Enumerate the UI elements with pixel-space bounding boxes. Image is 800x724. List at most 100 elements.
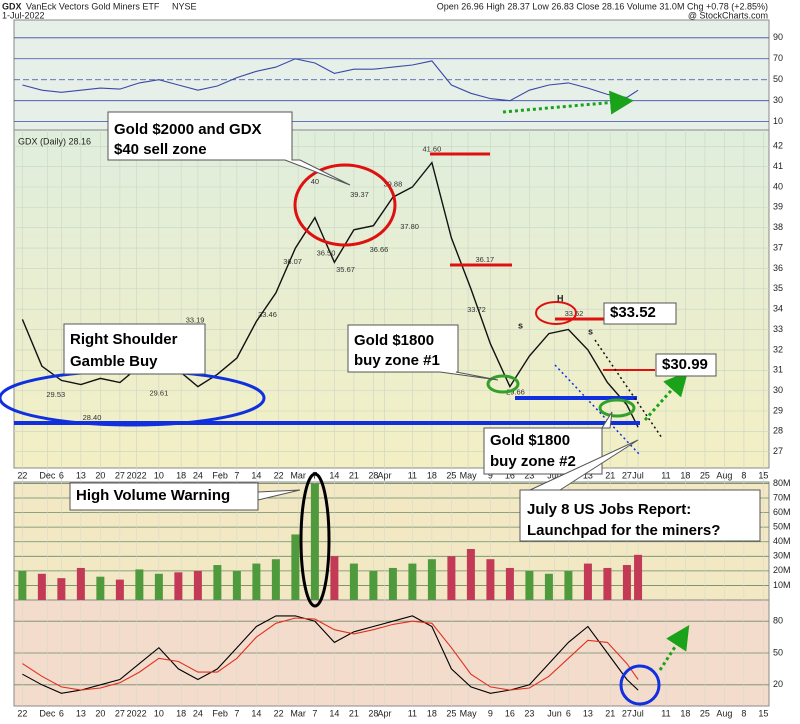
- price-label: 29.66: [506, 388, 525, 397]
- x-tick-label: 25: [446, 708, 456, 718]
- annotation-shape: [655, 353, 717, 377]
- x-tick-label: 7: [234, 708, 239, 718]
- x-tick-label: 2022: [127, 470, 147, 480]
- volume-bar: [135, 569, 144, 600]
- x-tick-label: 6: [59, 470, 64, 480]
- volume-bar: [76, 567, 85, 600]
- annotation-shape: [63, 323, 206, 375]
- x-tick-label: 25: [700, 708, 710, 718]
- annotation-shape: [483, 411, 613, 475]
- x-tick-label: 25: [700, 470, 710, 480]
- annotation: Gold $1800: [354, 332, 434, 349]
- ohlc: Open 26.96 High 28.37 Low 26.83 Close 28…: [437, 1, 768, 11]
- volume-bar: [603, 567, 612, 600]
- x-tick-label: 22: [274, 470, 284, 480]
- price-label: 39.88: [384, 179, 403, 188]
- credit: @ StockCharts.com: [688, 10, 768, 20]
- annotation: July 8 US Jobs Report:: [527, 501, 691, 518]
- volume-bar: [388, 567, 397, 600]
- symbol: GDX: [2, 1, 22, 11]
- volume-bar: [349, 563, 358, 600]
- y-tick-label: 70M: [773, 492, 791, 502]
- y-tick-label: 29: [773, 405, 783, 415]
- x-tick-label: 28: [368, 708, 378, 718]
- x-tick-label: May: [460, 708, 478, 718]
- y-tick-label: 50: [773, 74, 783, 84]
- x-tick-label: 15: [758, 708, 768, 718]
- x-tick-label: 16: [505, 708, 515, 718]
- annotation-shape: [554, 364, 641, 456]
- annotation-shape: [519, 439, 761, 542]
- x-tick-label: 18: [680, 708, 690, 718]
- volume-bar: [271, 559, 280, 600]
- x-tick-label: Mar: [290, 470, 306, 480]
- y-tick-label: 20: [773, 679, 783, 689]
- x-tick-label: Dec: [39, 470, 56, 480]
- annotation: s: [588, 326, 593, 336]
- x-tick-label: 18: [427, 470, 437, 480]
- y-tick-label: 36: [773, 263, 783, 273]
- x-tick-label: 9: [488, 708, 493, 718]
- x-tick-label: 13: [583, 708, 593, 718]
- x-tick-label: 22: [274, 708, 284, 718]
- annotation: Gamble Buy: [70, 353, 158, 370]
- x-tick-label: 6: [566, 708, 571, 718]
- price-label: 28.40: [83, 413, 102, 422]
- x-tick-label: Mar: [290, 708, 306, 718]
- x-tick-label: 9: [488, 470, 493, 480]
- x-tick-label: 14: [329, 708, 339, 718]
- x-tick-label: 13: [76, 470, 86, 480]
- volume-bar: [486, 559, 495, 600]
- price-label: 40: [311, 177, 319, 186]
- annotation: Launchpad for the miners?: [527, 522, 720, 539]
- volume-bar: [466, 549, 475, 600]
- volume-bar: [369, 570, 378, 600]
- annotation-shape: [293, 163, 397, 247]
- annotation-shapes: [0, 90, 761, 706]
- y-tick-label: 33: [773, 324, 783, 334]
- x-tick-label: 6: [59, 708, 64, 718]
- name: VanEck Vectors Gold Miners ETF: [26, 1, 160, 11]
- x-tick-label: Aug: [716, 470, 732, 480]
- annotation-shape: [658, 624, 690, 671]
- volume-bar: [57, 578, 66, 600]
- y-tick-label: 90: [773, 32, 783, 42]
- volume-bar: [634, 554, 643, 600]
- y-tick-label: 40: [773, 181, 783, 191]
- price-label: 39.37: [350, 190, 369, 199]
- x-tick-label: 21: [349, 470, 359, 480]
- y-tick-label: 40M: [773, 536, 791, 546]
- annotation-shape: [502, 90, 634, 115]
- annotation-shape: [486, 374, 520, 394]
- x-tick-label: 10: [154, 708, 164, 718]
- annotation: $33.52: [610, 304, 656, 321]
- x-tick-label: Apr: [378, 470, 392, 480]
- volume-bar: [622, 565, 631, 600]
- x-tick-label: 15: [758, 470, 768, 480]
- y-tick-label: 42: [773, 141, 783, 151]
- x-tick-label: Feb: [212, 708, 228, 718]
- x-tick-label: 13: [583, 470, 593, 480]
- x-tick-label: 14: [251, 708, 261, 718]
- x-tick-label: 11: [661, 470, 670, 480]
- volume-bar: [174, 572, 183, 600]
- price-label: 36.07: [283, 257, 302, 266]
- y-tick-label: 39: [773, 202, 783, 212]
- volume-bar: [564, 570, 573, 600]
- x-tick-label: Aug: [716, 708, 732, 718]
- x-tick-label: Jun: [547, 708, 562, 718]
- series-line: [22, 617, 639, 691]
- annotation: s: [518, 320, 523, 330]
- volume-bar: [408, 563, 417, 600]
- volume-bar: [18, 570, 27, 600]
- volume-bar: [505, 567, 514, 600]
- annotation: Gold $2000 and GDX: [114, 121, 262, 138]
- volume-bar: [291, 534, 300, 600]
- x-tick-label: Apr: [378, 708, 392, 718]
- x-tick-label: 27: [115, 708, 125, 718]
- annotation: buy zone #2: [490, 453, 576, 470]
- price-label: 35.67: [336, 265, 355, 274]
- volume-bar: [525, 570, 534, 600]
- x-tick-label: 21: [349, 708, 359, 718]
- y-tick-label: 80M: [773, 478, 791, 488]
